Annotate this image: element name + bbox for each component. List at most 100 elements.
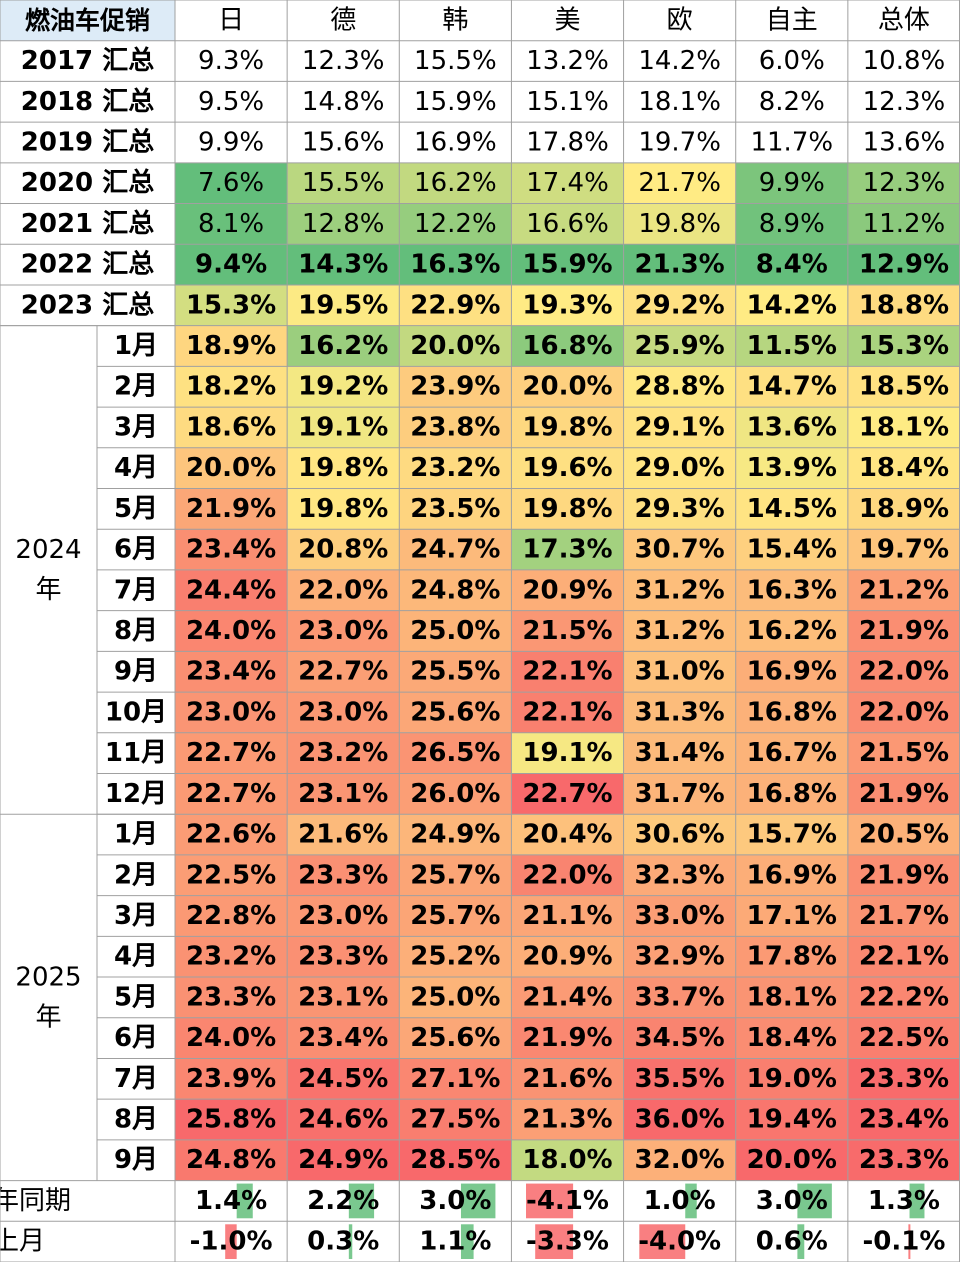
heat-cell — [847, 488, 960, 530]
cell-value: 32.9% — [635, 942, 725, 972]
cell-value: 11.5% — [747, 331, 837, 361]
heat-cell — [399, 40, 512, 82]
cell-value: 23.1% — [298, 779, 388, 809]
heat-cell — [623, 977, 736, 1018]
heat-cell — [287, 162, 400, 204]
cell-value: 36.0% — [635, 1105, 725, 1135]
heat-cell — [287, 366, 400, 408]
heat-cell — [623, 81, 736, 123]
heat-cell — [287, 529, 400, 570]
cell-value: 31.2% — [635, 575, 725, 605]
cell-value: -0.1% — [862, 1227, 945, 1257]
cell-value: 19.8% — [298, 453, 388, 483]
heat-cell — [847, 122, 960, 163]
heat-cell — [735, 325, 848, 367]
cell-value: 20.9% — [522, 575, 612, 605]
cell-value: 34.5% — [635, 1023, 725, 1053]
heat-cell — [175, 122, 288, 163]
cell-value: 24.6% — [298, 1105, 388, 1135]
cell-value: 26.0% — [410, 779, 500, 809]
cell-value: 14.2% — [638, 46, 721, 76]
cell-value: 16.3% — [747, 575, 837, 605]
heat-cell — [623, 40, 736, 82]
month-label: 10月 — [105, 697, 167, 727]
cell-value: 23.3% — [298, 860, 388, 890]
heat-cell — [511, 773, 624, 815]
cell-value: 30.6% — [635, 820, 725, 850]
heat-cell — [735, 488, 848, 530]
cell-value: 9.9% — [759, 168, 825, 198]
cell-value: 3.0% — [419, 1186, 491, 1216]
cell-value: 18.9% — [859, 494, 949, 524]
cell-value: 17.3% — [522, 535, 612, 565]
heat-cell — [623, 895, 736, 937]
column-header: 美 — [554, 5, 580, 35]
heat-cell — [623, 1139, 736, 1181]
heat-cell — [399, 529, 512, 570]
heat-cell — [735, 162, 848, 204]
cell-value: 8.4% — [756, 250, 828, 280]
cell-value: 22.2% — [859, 982, 949, 1012]
cell-value: 22.1% — [522, 697, 612, 727]
cell-value: 23.3% — [859, 1064, 949, 1094]
heat-cell — [287, 936, 400, 978]
heat-cell — [175, 692, 288, 733]
heat-cell — [847, 814, 960, 855]
heat-cell — [175, 1139, 288, 1181]
row-label: 2019 汇总 — [21, 127, 154, 157]
heat-cell — [847, 1017, 960, 1059]
heat-cell — [287, 1139, 400, 1181]
month-label: 2月 — [114, 372, 158, 402]
cell-value: 15.3% — [186, 290, 276, 320]
column-header: 欧 — [667, 5, 693, 35]
heat-cell — [511, 732, 624, 774]
cell-value: 2.2% — [307, 1186, 379, 1216]
cell-value: 8.2% — [759, 87, 825, 117]
heat-cell — [623, 1017, 736, 1059]
heat-cell — [175, 732, 288, 774]
cell-value: 17.4% — [526, 168, 609, 198]
heat-cell — [511, 854, 624, 896]
column-header: 总体 — [878, 5, 930, 35]
heat-cell — [175, 610, 288, 652]
group-label: 年 — [35, 1002, 61, 1032]
cell-value: 15.9% — [522, 250, 612, 280]
data-bar — [685, 1183, 697, 1219]
heat-cell — [847, 1058, 960, 1100]
cell-value: 28.5% — [410, 1145, 500, 1175]
cell-value: 14.5% — [747, 494, 837, 524]
data-bar — [535, 1224, 574, 1259]
cell-value: 26.5% — [410, 738, 500, 768]
cell-value: 21.5% — [522, 616, 612, 646]
heat-cell — [511, 936, 624, 978]
heat-cell — [623, 854, 736, 896]
cell-value: 19.2% — [298, 372, 388, 402]
heat-cell — [735, 814, 848, 855]
heat-cell — [847, 325, 960, 367]
cell-value: 29.0% — [635, 453, 725, 483]
cell-value: 21.9% — [859, 779, 949, 809]
heat-cell — [623, 814, 736, 855]
cell-value: 22.0% — [859, 657, 949, 687]
cell-value: 24.0% — [186, 616, 276, 646]
month-label: 12月 — [105, 779, 167, 809]
heat-cell — [399, 366, 512, 408]
cell-value: 28.8% — [635, 372, 725, 402]
cell-value: 19.6% — [522, 453, 612, 483]
heat-cell — [847, 773, 960, 815]
cell-value: 31.0% — [635, 657, 725, 687]
cell-value: 12.2% — [414, 209, 497, 239]
heat-cell — [735, 366, 848, 408]
month-label: 2月 — [114, 860, 158, 890]
data-bar — [460, 1183, 496, 1219]
heat-cell — [735, 773, 848, 815]
heat-cell — [399, 284, 512, 326]
cell-value: 13.6% — [863, 127, 946, 157]
heat-cell — [623, 203, 736, 245]
heat-cell — [399, 203, 512, 245]
heat-cell — [847, 447, 960, 489]
cell-value: 15.3% — [859, 331, 949, 361]
heat-cell — [735, 40, 848, 82]
heat-cell — [399, 895, 512, 937]
heat-cell — [287, 569, 400, 611]
